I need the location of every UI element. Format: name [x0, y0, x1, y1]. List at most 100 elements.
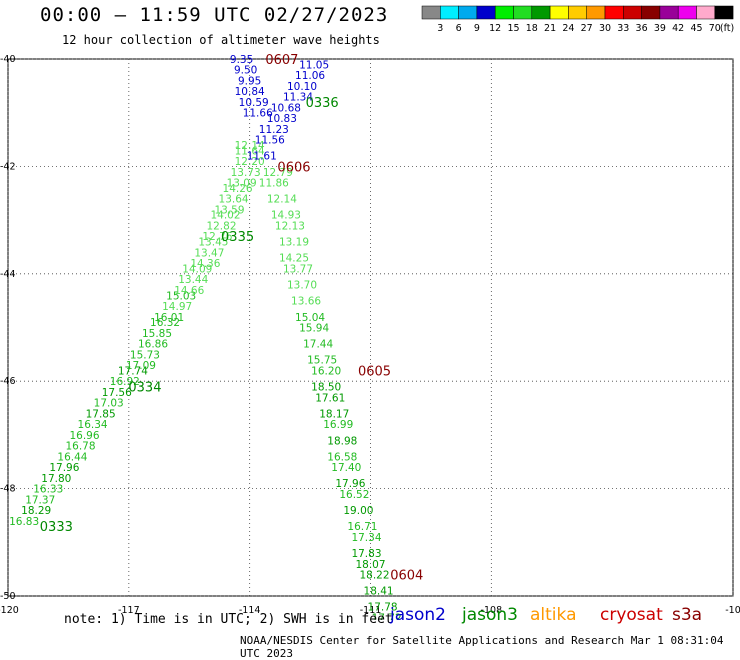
wave-height-label: 17.85: [86, 408, 116, 420]
pass-time-label: 0606: [277, 160, 310, 175]
wave-height-label: 17.96: [49, 462, 79, 474]
wave-height-label: 12.14: [267, 194, 297, 206]
wave-height-label: 12.14: [235, 140, 265, 152]
legend-altika: altika: [530, 605, 577, 625]
wave-height-label: 13.73: [231, 167, 261, 179]
color-scale-legend: 3 6 9 12 15 18 21 24 27 30 33 36 39 42 45 70 (ft): [421, 5, 734, 34]
wave-height-label: 17.83: [351, 548, 381, 560]
colorbar-tick-label: 6: [456, 23, 462, 34]
legend-jason3: jason3: [462, 605, 518, 625]
wave-height-label: 13.59: [214, 204, 244, 216]
wave-height-label: 16.71: [347, 521, 377, 533]
wave-height-label: 17.09: [126, 360, 156, 372]
credit-line: NOAA/NESDIS Center for Satellite Applica…: [240, 634, 724, 660]
wave-height-label: 16.78: [65, 441, 95, 453]
wave-height-label: 11.23: [259, 124, 289, 136]
wave-height-label: 12.20: [235, 156, 265, 168]
wave-height-label: 18.22: [359, 570, 389, 582]
x-tick-label: -114: [239, 605, 261, 616]
wave-height-label: 13.77: [283, 263, 313, 275]
wave-height-label: 14.66: [174, 285, 204, 297]
colorbar-tick-label: 9: [474, 23, 480, 34]
wave-height-label: 18.17: [319, 408, 349, 420]
wave-height-label: 15.73: [130, 349, 160, 361]
wave-height-label: 13.70: [287, 280, 317, 292]
pass-time-label: 0335: [221, 230, 254, 245]
wave-height-label: 15.03: [166, 290, 196, 302]
wave-height-label: 13.66: [291, 296, 321, 308]
wave-height-label: 12.13: [275, 220, 305, 232]
wave-height-label: 10.83: [267, 113, 297, 125]
colorbar-swatch: [714, 5, 734, 20]
colorbar-tick-label: 42: [672, 23, 684, 34]
jason2-track: 9.359.509.9510.8410.5911.6611.0511.0610.…: [230, 54, 329, 163]
wave-height-label: 16.96: [69, 430, 99, 442]
wave-height-label: 18.07: [355, 559, 385, 571]
pass-time-label: 0605: [358, 364, 391, 379]
wave-height-label: 13.19: [279, 237, 309, 249]
wave-height-label: 11.06: [295, 70, 325, 82]
y-tick-label: -46: [0, 376, 16, 387]
wave-height-label: 14.02: [210, 210, 240, 222]
wave-height-label: 16.01: [154, 312, 184, 324]
pass-time-label: 0334: [128, 381, 161, 396]
wave-height-label: 17.34: [351, 532, 381, 544]
wave-height-label: 12.79: [263, 167, 293, 179]
colorbar-tick-label: 39: [654, 23, 666, 34]
wave-height-label: 15.94: [299, 323, 329, 335]
wave-height-label: 17.40: [331, 462, 361, 474]
footnote: note: 1) Time is in UTC; 2) SWH is in fe…: [64, 612, 393, 627]
wave-height-label: 18.41: [364, 586, 394, 598]
wave-height-label: 10.59: [239, 97, 269, 109]
wave-height-label: 11.05: [299, 59, 329, 71]
x-tick-label: -117: [118, 605, 140, 616]
wave-height-label: 17.44: [303, 339, 333, 351]
wave-height-label: 16.86: [138, 339, 168, 351]
wave-height-label: 17.72: [372, 612, 402, 620]
wave-height-label: 12.76: [202, 231, 232, 243]
jason3-track: 16.8318.2917.3716.3317.8017.9616.4416.78…: [9, 140, 402, 620]
y-tick-label: -48: [0, 484, 16, 495]
wave-height-label: 17.37: [25, 494, 55, 506]
wave-height-label: 15.75: [307, 355, 337, 367]
wave-height-label: 17.56: [102, 387, 132, 399]
wave-height-label: 11.34: [283, 92, 313, 104]
wave-height-plot: -120 -117 -114 -111 -108 -10 -40 -42 -44 -46 -48 -5…: [0, 53, 740, 620]
colorbar-tick-label: 33: [617, 23, 629, 34]
wave-height-label: 17.96: [335, 478, 365, 490]
colorbar-tick-label: 27: [581, 23, 593, 34]
wave-height-label: 16.44: [57, 451, 87, 463]
wave-height-label: 11.86: [259, 178, 289, 190]
x-tick-label: -120: [0, 605, 19, 616]
wave-height-label: 11.66: [243, 108, 273, 120]
wave-height-label: 16.83: [9, 516, 39, 528]
wave-height-label: 10.84: [235, 86, 265, 98]
legend-jason2: jason2: [390, 605, 446, 625]
pass-time-label: 0333: [40, 520, 73, 535]
wave-height-label: 9.95: [238, 75, 261, 87]
wave-height-label: 16.34: [78, 419, 108, 431]
wave-height-label: 10.10: [287, 81, 317, 93]
wave-height-label: 11.61: [247, 151, 277, 163]
colorbar-tick-label: 21: [544, 23, 556, 34]
wave-height-label: 16.92: [110, 376, 140, 388]
colorbar-tick-label: 70: [709, 23, 721, 34]
wave-height-label: 10.68: [271, 102, 301, 114]
wave-height-label: 19.00: [343, 505, 373, 517]
wave-height-label: 11.64: [235, 145, 265, 157]
pass-time-label: 0604: [390, 569, 423, 584]
wave-height-label: 13.45: [198, 237, 228, 249]
y-tick-label: -40: [0, 54, 16, 65]
wave-height-label: 18.50: [311, 382, 341, 394]
y-tick-label: -44: [0, 269, 16, 280]
wave-height-label: 13.64: [219, 194, 249, 206]
wave-height-label: 17.80: [41, 473, 71, 485]
pass-time-label: 0336: [306, 96, 339, 111]
wave-height-label: 16.32: [150, 317, 180, 329]
wave-height-label: 17.03: [94, 398, 124, 410]
wave-height-label: 13.47: [194, 247, 224, 259]
wave-height-label: 18.29: [21, 505, 51, 517]
wave-height-label: 9.50: [234, 65, 257, 77]
wave-height-label: 15.85: [142, 328, 172, 340]
colorbar-tick-label: 36: [636, 23, 648, 34]
